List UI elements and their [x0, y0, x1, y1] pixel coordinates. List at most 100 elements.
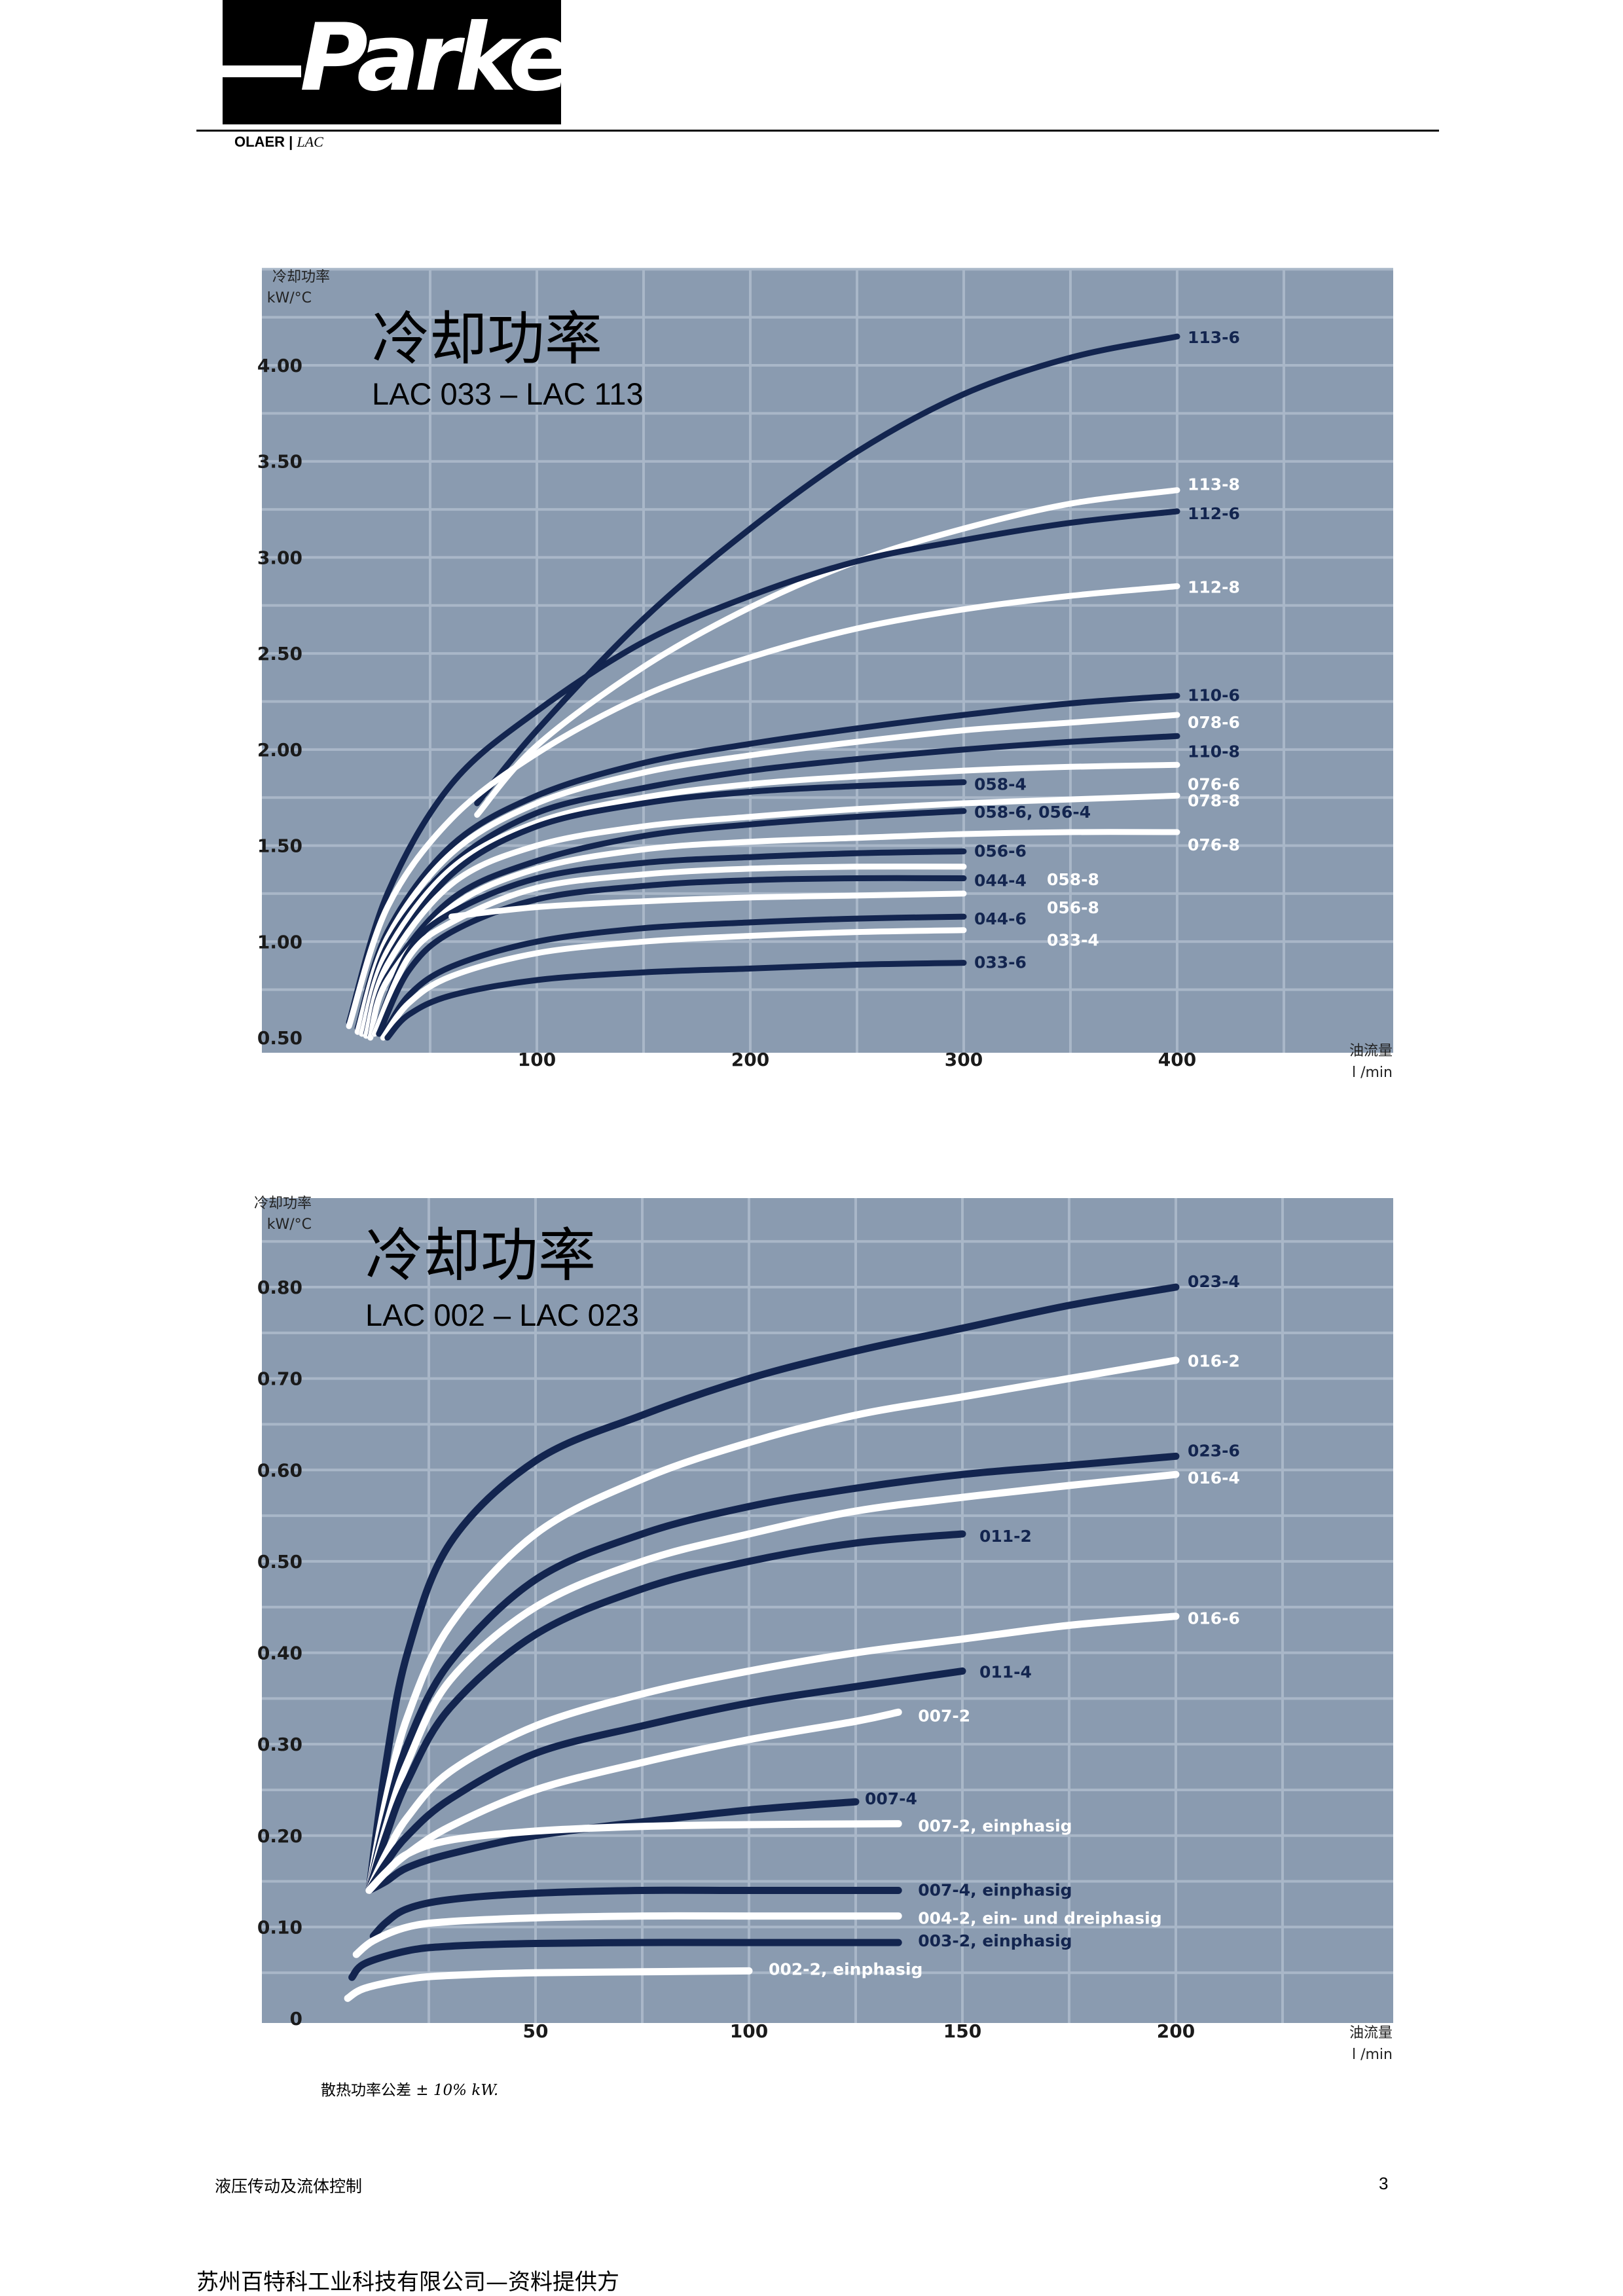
header-rule	[196, 130, 1439, 132]
chart-lac033-113: 0.50 1.00 1.50 2.00 2.50 3.00 3.50 4.00 100 200 30…	[257, 268, 1393, 1081]
y-tick-label: 2.00	[257, 739, 302, 761]
y-tick-label: 0.60	[257, 1459, 302, 1481]
x-tick-label: 200	[731, 1049, 769, 1070]
footer-title: 液压传动及流体控制	[215, 2177, 363, 2196]
chart-lac002-023: 0 0.10 0.20 0.30 0.40 0.50 0.60 0.70 0.80 50 100 15…	[254, 1195, 1393, 2063]
chart-title: 冷却功率	[372, 305, 602, 373]
x-tick-label: 150	[943, 2020, 981, 2042]
y-tick-label: 4.00	[257, 355, 302, 376]
series-label: 058-4	[974, 775, 1027, 794]
series-line	[365, 1357, 1180, 1894]
series-line	[365, 1667, 966, 1894]
series-label: 044-6	[974, 909, 1027, 928]
series-label: 007-2, einphasig	[918, 1817, 1072, 1836]
y-tick-label: 0.40	[257, 1643, 302, 1664]
y-tick-label: 1.00	[257, 931, 302, 953]
series-line	[367, 808, 967, 1039]
series-label: 076-8	[1188, 835, 1240, 854]
series-group: 113-6 113-8 112-6 112-8 110-6 078-6 110-8 076-6…	[346, 328, 1240, 1041]
series-label: 078-8	[1188, 791, 1240, 810]
series-label: 112-6	[1188, 504, 1240, 523]
plot-area	[262, 1198, 1393, 2023]
brand-name: OLAER |	[234, 134, 293, 150]
series-label: 007-4, einphasig	[918, 1881, 1072, 1900]
x-tick-label: 100	[518, 1049, 556, 1070]
series-label: 076-6	[1188, 774, 1240, 793]
series-label: 016-2	[1188, 1352, 1240, 1371]
y-tick-label: 0.70	[257, 1368, 302, 1390]
x-axis-label: 油流量	[1349, 2025, 1393, 2041]
logo-text: Parker	[300, 4, 612, 112]
series-label: 078-6	[1188, 713, 1240, 732]
grid	[262, 268, 1393, 1053]
series-line	[346, 508, 1180, 1025]
series-label: 056-8	[1047, 898, 1099, 917]
series-line	[371, 848, 967, 1037]
series-line	[474, 333, 1180, 807]
y-axis-unit: kW/°C	[267, 1216, 312, 1233]
series-label: 033-4	[1047, 931, 1099, 950]
page-number: 3	[1379, 2174, 1389, 2193]
series-line	[352, 1912, 902, 1958]
series-label: 110-6	[1188, 686, 1240, 705]
series-line	[363, 792, 1180, 1039]
series-label: 056-6	[974, 841, 1027, 860]
tolerance-note: 散热功率公差 ± 10% kW.	[321, 2077, 498, 2100]
y-tick-label: 0.20	[257, 1825, 302, 1847]
series-line	[365, 1470, 1180, 1894]
series-label: 003-2, einphasig	[918, 1931, 1072, 1950]
y-tick-label: 0	[290, 2008, 302, 2030]
series-line	[365, 1452, 1180, 1894]
series-label: 011-2	[979, 1527, 1032, 1546]
series-line	[380, 927, 967, 1041]
series-line	[380, 913, 967, 1039]
series-label: 033-6	[974, 953, 1027, 972]
x-tick-label: 100	[730, 2020, 768, 2042]
series-label: 011-4	[979, 1662, 1032, 1681]
series-label: 007-4	[865, 1789, 917, 1808]
series-label: 023-4	[1188, 1272, 1240, 1291]
series-line	[474, 487, 1180, 818]
series-line	[359, 761, 1180, 1037]
series-group: 023-4 016-2 023-6 016-4 011-2 016-6 011-4 007-2…	[344, 1272, 1240, 2002]
x-axis-unit: l /min	[1352, 1065, 1393, 1081]
series-label: 113-6	[1188, 328, 1240, 347]
series-label: 023-6	[1188, 1441, 1240, 1460]
y-tick-label: 0.50	[257, 1551, 302, 1573]
logo-bar-icon	[223, 65, 301, 77]
series-line	[354, 693, 1180, 1031]
series-label: 058-8	[1047, 870, 1099, 889]
x-tick-label: 200	[1157, 2020, 1195, 2042]
y-tick-label: 3.50	[257, 451, 302, 473]
series-line	[369, 1886, 902, 1940]
series-label: 016-4	[1188, 1468, 1240, 1487]
series-label: 007-2	[918, 1706, 970, 1725]
series-label: 004-2, ein- und dreiphasig	[918, 1909, 1161, 1928]
y-tick-label: 1.50	[257, 835, 302, 857]
series-line	[365, 1613, 1180, 1894]
series-line	[344, 1967, 753, 2002]
chart-subtitle: LAC 002 – LAC 023	[365, 1298, 639, 1332]
series-label: 044-4	[974, 871, 1027, 890]
series-line	[354, 712, 1180, 1035]
series-label: 058-6, 056-4	[974, 803, 1091, 822]
x-axis-unit: l /min	[1352, 2047, 1393, 2063]
series-line	[365, 1283, 1180, 1894]
parker-logo: Parker	[223, 0, 612, 124]
series-line	[371, 864, 967, 1037]
series-line	[384, 960, 967, 1041]
chart-subtitle: LAC 033 – LAC 113	[372, 376, 644, 411]
brand-sub: LAC	[297, 134, 323, 150]
chart-title: 冷却功率	[365, 1222, 596, 1289]
y-tick-label: 0.10	[257, 1916, 302, 1938]
y-axis-label: 冷却功率	[254, 1195, 312, 1212]
series-label: 110-8	[1188, 742, 1240, 761]
y-tick-label: 0.30	[257, 1734, 302, 1755]
y-tick-label: 3.00	[257, 547, 302, 568]
series-line	[348, 1939, 902, 1981]
grid	[262, 1198, 1393, 2023]
series-label: 112-8	[1188, 577, 1240, 596]
series-line	[365, 1798, 860, 1894]
tolerance-value: 10% kW.	[433, 2082, 499, 2099]
series-label: 113-8	[1188, 475, 1240, 494]
